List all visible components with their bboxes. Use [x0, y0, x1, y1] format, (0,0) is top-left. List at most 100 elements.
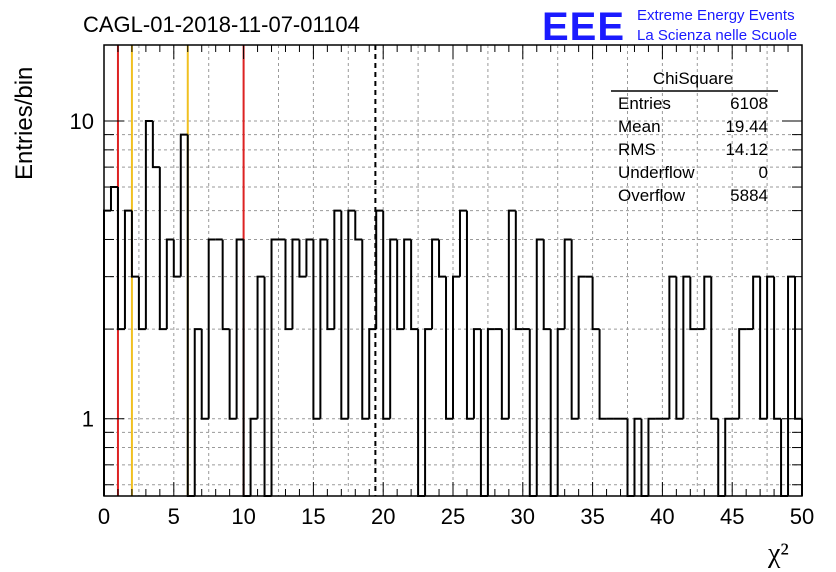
- histogram-bin-step: [354, 210, 363, 241]
- histogram-bin-step: [766, 275, 775, 419]
- stats-mean-label: Mean: [618, 117, 661, 136]
- histogram-bin: [235, 238, 244, 419]
- stats-rms-value: 14.12: [725, 140, 768, 159]
- x-axis-label: χ²: [767, 538, 789, 569]
- histogram-bin-step: [305, 238, 314, 277]
- histogram-bin-step: [375, 209, 384, 330]
- stats-overflow-label: Overflow: [618, 186, 686, 205]
- histogram-bin: [312, 239, 321, 420]
- histogram-bin: [130, 210, 139, 278]
- histogram-bin: [158, 167, 167, 331]
- histogram-bin-step: [270, 238, 279, 496]
- histogram-bin: [123, 209, 132, 330]
- histogram-bin-step: [410, 239, 419, 331]
- histogram-bin-step: [382, 210, 391, 420]
- histogram-bin-step: [137, 276, 146, 331]
- histogram-bin: [486, 328, 495, 496]
- histogram-bin-step: [431, 238, 440, 330]
- axes: 0 5 10 15 20 25 30 35 40 45 50 1 10: [70, 44, 814, 529]
- histogram-bin-step: [179, 133, 188, 277]
- histogram-bin-step: [396, 239, 405, 331]
- histogram-bin: [452, 275, 460, 419]
- histogram-bin: [431, 238, 440, 330]
- histogram-bin: [724, 417, 733, 496]
- project-name-line1: Extreme Energy Events: [637, 7, 795, 24]
- histogram-bin: [116, 187, 125, 331]
- histogram-bin: [319, 238, 328, 419]
- histogram-bin-step: [249, 417, 258, 496]
- histogram-bin-step: [577, 275, 586, 419]
- histogram-bin: [528, 329, 537, 497]
- histogram-bin-step: [347, 209, 356, 419]
- histogram-bin-step: [221, 239, 230, 331]
- x-tick-label: 45: [720, 504, 744, 529]
- histogram-bin-step: [752, 275, 761, 330]
- histogram-bin-step: [333, 209, 342, 330]
- histogram-bin: [675, 276, 684, 420]
- histogram-bin: [403, 238, 412, 330]
- histogram-bin-step: [689, 276, 698, 331]
- stats-entries-label: Entries: [618, 94, 671, 113]
- histogram-bin: [298, 239, 307, 278]
- histogram-bin: [570, 239, 579, 420]
- histogram-bin: [689, 276, 698, 331]
- histogram-bin: [242, 239, 251, 497]
- histogram-bin: [633, 417, 642, 496]
- histogram-bin-step: [514, 210, 523, 331]
- x-tick-label: 20: [371, 504, 395, 529]
- histogram-bin-step: [668, 275, 677, 419]
- histogram-bin: [556, 328, 565, 496]
- histogram-bin-step: [417, 329, 426, 497]
- histogram-bin: [270, 238, 279, 496]
- histogram-bin-step: [130, 210, 139, 278]
- x-tick-label: 0: [98, 504, 110, 529]
- histogram-bin-step: [591, 276, 600, 331]
- histogram-bin: [794, 276, 802, 420]
- histogram-bin-step: [256, 275, 265, 419]
- histogram-bin: [598, 329, 607, 420]
- histogram-bin-step: [228, 329, 237, 420]
- y-axis-label: Entries/bin: [11, 67, 38, 180]
- histogram-bin: [165, 238, 174, 330]
- x-tick-label: 30: [511, 504, 535, 529]
- histogram-bin: [549, 329, 558, 497]
- histogram-bin: [417, 329, 426, 497]
- histogram-bin: [326, 239, 335, 331]
- histogram-bin-step: [703, 275, 712, 330]
- histogram-bin: [647, 417, 656, 496]
- histogram-bin: [291, 238, 300, 330]
- histogram-bin: [207, 238, 216, 419]
- histogram-bin: [186, 134, 195, 497]
- histogram-bin-step: [549, 329, 558, 497]
- histogram-bin: [256, 275, 265, 419]
- x-tick-label: 15: [301, 504, 325, 529]
- stats-entries-value: 6108: [730, 94, 768, 113]
- histogram-bin: [375, 209, 384, 330]
- stats-underflow-value: 0: [759, 163, 768, 182]
- histogram-bin-step: [438, 239, 447, 278]
- histogram-bin: [472, 328, 481, 419]
- histogram-bin: [787, 275, 796, 496]
- histogram-bin: [305, 238, 314, 277]
- histogram-bin-step: [312, 239, 321, 420]
- histogram-bin-step: [361, 239, 370, 420]
- histogram-bin-step: [368, 328, 377, 419]
- histogram-bin-step: [123, 209, 132, 330]
- histogram-bin: [445, 276, 453, 420]
- histogram-bin-step: [116, 187, 125, 331]
- histogram-bin-step: [598, 329, 607, 420]
- x-tick-label: 10: [231, 504, 255, 529]
- histogram-bin: [221, 239, 230, 331]
- histogram-bin: [535, 238, 544, 496]
- histogram-bin-step: [787, 275, 796, 496]
- histogram-bin-step: [158, 167, 167, 331]
- histogram-bin-step: [710, 276, 719, 420]
- histogram-bin-step: [500, 329, 509, 420]
- x-tick-label: 35: [580, 504, 604, 529]
- stats-title: ChiSquare: [653, 69, 733, 88]
- stats-overflow-value: 5884: [730, 186, 768, 205]
- histogram-bin: [382, 210, 391, 420]
- histogram-bin-step: [172, 239, 181, 278]
- histogram-bin: [200, 329, 209, 420]
